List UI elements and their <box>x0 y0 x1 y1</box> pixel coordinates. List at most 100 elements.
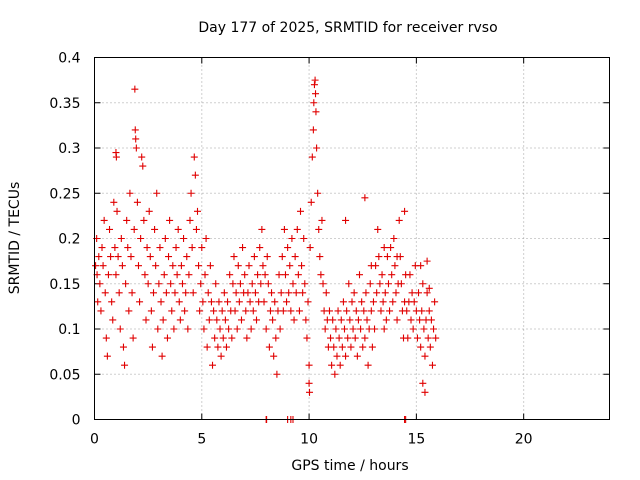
data-point <box>342 352 350 360</box>
y-tick-label: 0.35 <box>49 96 80 112</box>
data-point <box>354 316 362 324</box>
data-point <box>343 307 351 315</box>
data-point <box>161 235 169 242</box>
data-point <box>387 244 395 252</box>
data-point <box>280 225 288 233</box>
data-point <box>103 352 111 360</box>
data-point <box>303 334 311 342</box>
data-point <box>269 316 277 324</box>
data-point <box>301 280 309 288</box>
x-tick-label: 20 <box>515 432 533 448</box>
data-point <box>224 298 232 306</box>
data-point <box>384 280 392 288</box>
data-point <box>202 235 210 242</box>
data-point <box>407 316 415 324</box>
data-point <box>294 271 302 279</box>
data-point <box>348 298 356 306</box>
data-point <box>241 271 249 279</box>
data-point <box>318 216 326 224</box>
data-point <box>236 280 244 288</box>
data-point <box>333 352 341 360</box>
data-point <box>124 244 132 252</box>
data-point <box>360 307 368 315</box>
data-point <box>113 207 121 215</box>
data-point <box>257 280 265 288</box>
data-point <box>308 153 316 161</box>
data-point <box>166 216 174 224</box>
data-point <box>314 189 322 197</box>
data-point <box>332 325 340 333</box>
data-point <box>289 280 297 288</box>
data-point <box>417 262 425 270</box>
data-point <box>406 271 414 279</box>
data-point <box>357 325 365 333</box>
data-point <box>155 280 163 288</box>
data-point <box>94 298 102 306</box>
data-point <box>132 144 140 152</box>
y-tick-label: 0.3 <box>58 141 80 157</box>
data-point <box>312 90 320 98</box>
data-point <box>383 253 391 261</box>
data-point <box>171 289 179 297</box>
data-point <box>216 325 224 333</box>
data-point <box>275 271 283 279</box>
data-point <box>106 225 114 233</box>
y-tick-label: 0.05 <box>49 367 80 383</box>
data-point <box>391 262 399 270</box>
data-point <box>268 289 276 297</box>
data-point <box>138 153 146 161</box>
chart-title: Day 177 of 2025, SRMTID for receiver rvs… <box>198 20 497 36</box>
data-point <box>196 307 204 315</box>
data-point <box>310 81 318 89</box>
data-point <box>159 316 167 324</box>
data-point <box>416 316 424 324</box>
data-point <box>221 316 229 324</box>
data-point <box>180 235 188 242</box>
data-point <box>126 189 134 197</box>
data-point <box>428 361 436 369</box>
data-point <box>288 235 296 242</box>
data-point <box>109 316 117 324</box>
data-point <box>99 262 107 270</box>
data-point <box>351 334 359 342</box>
data-point <box>286 262 294 270</box>
data-point <box>375 253 383 261</box>
data-point <box>117 235 125 242</box>
data-point <box>389 298 397 306</box>
data-point <box>408 289 416 297</box>
data-point <box>174 225 182 233</box>
data-point <box>423 289 431 297</box>
data-point <box>177 262 185 270</box>
data-point <box>261 271 269 279</box>
data-point <box>329 316 337 324</box>
data-point <box>313 144 321 152</box>
data-point <box>284 244 292 252</box>
tick-labels: 0 5 10 15 20 0 0.05 0.1 0.15 0.2 0.25 0.3 0.35 0.4 <box>49 51 532 448</box>
data-point <box>283 298 291 306</box>
data-point <box>235 298 243 306</box>
data-point <box>340 325 348 333</box>
data-point <box>271 298 279 306</box>
data-point <box>95 253 103 261</box>
data-point <box>156 244 164 252</box>
data-point <box>307 198 315 206</box>
data-point <box>366 280 374 288</box>
data-point <box>295 307 303 315</box>
data-point <box>395 216 403 224</box>
data-point <box>410 298 418 306</box>
data-point <box>317 271 325 279</box>
data-point <box>253 316 261 324</box>
data-point <box>134 262 142 270</box>
data-point <box>163 334 171 342</box>
data-point <box>203 343 211 351</box>
data-point <box>165 253 173 261</box>
data-point <box>154 325 162 333</box>
data-point <box>350 289 358 297</box>
data-point <box>207 298 215 306</box>
data-point <box>401 207 409 215</box>
data-point <box>266 307 274 315</box>
data-point <box>144 280 152 288</box>
data-point <box>339 298 347 306</box>
data-point <box>292 289 300 297</box>
data-point <box>263 253 271 261</box>
